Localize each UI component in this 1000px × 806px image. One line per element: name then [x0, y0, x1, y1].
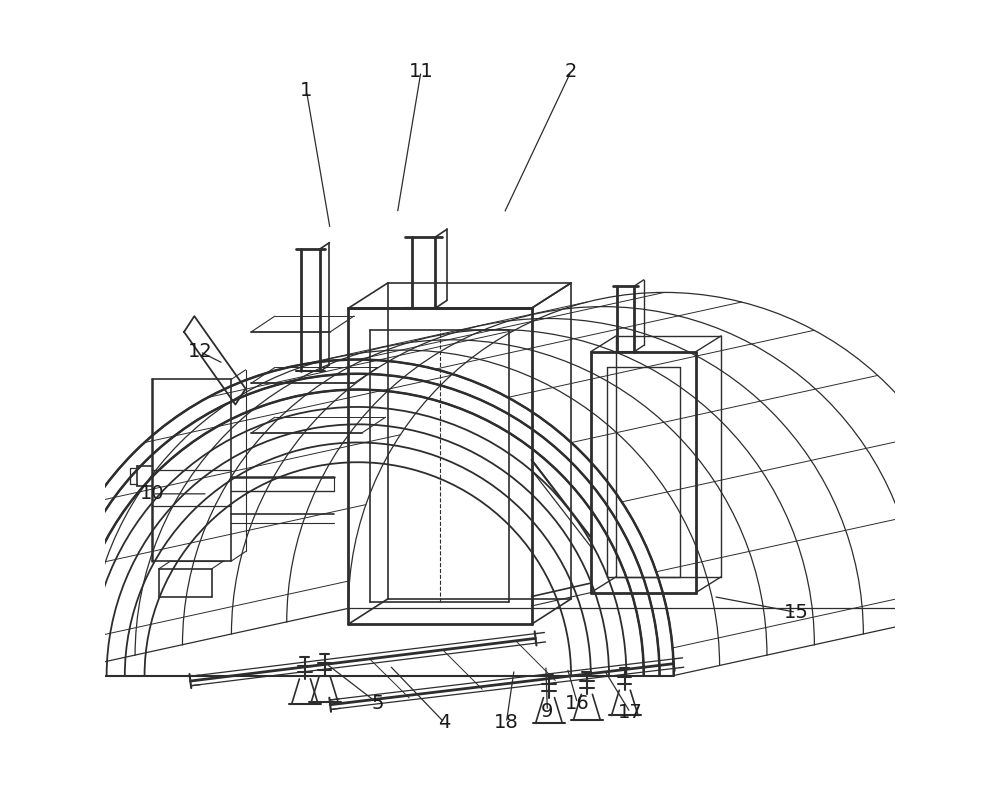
Text: 10: 10: [140, 484, 165, 503]
Text: 11: 11: [409, 62, 433, 81]
Text: 4: 4: [439, 713, 451, 733]
Text: 16: 16: [565, 694, 590, 713]
Text: 12: 12: [187, 343, 212, 361]
Text: 2: 2: [565, 62, 577, 81]
Text: 1: 1: [300, 81, 313, 101]
Text: 15: 15: [784, 603, 809, 621]
Text: 17: 17: [618, 703, 643, 722]
Text: 9: 9: [541, 701, 554, 721]
Text: 18: 18: [494, 713, 519, 733]
Text: 5: 5: [371, 694, 384, 713]
